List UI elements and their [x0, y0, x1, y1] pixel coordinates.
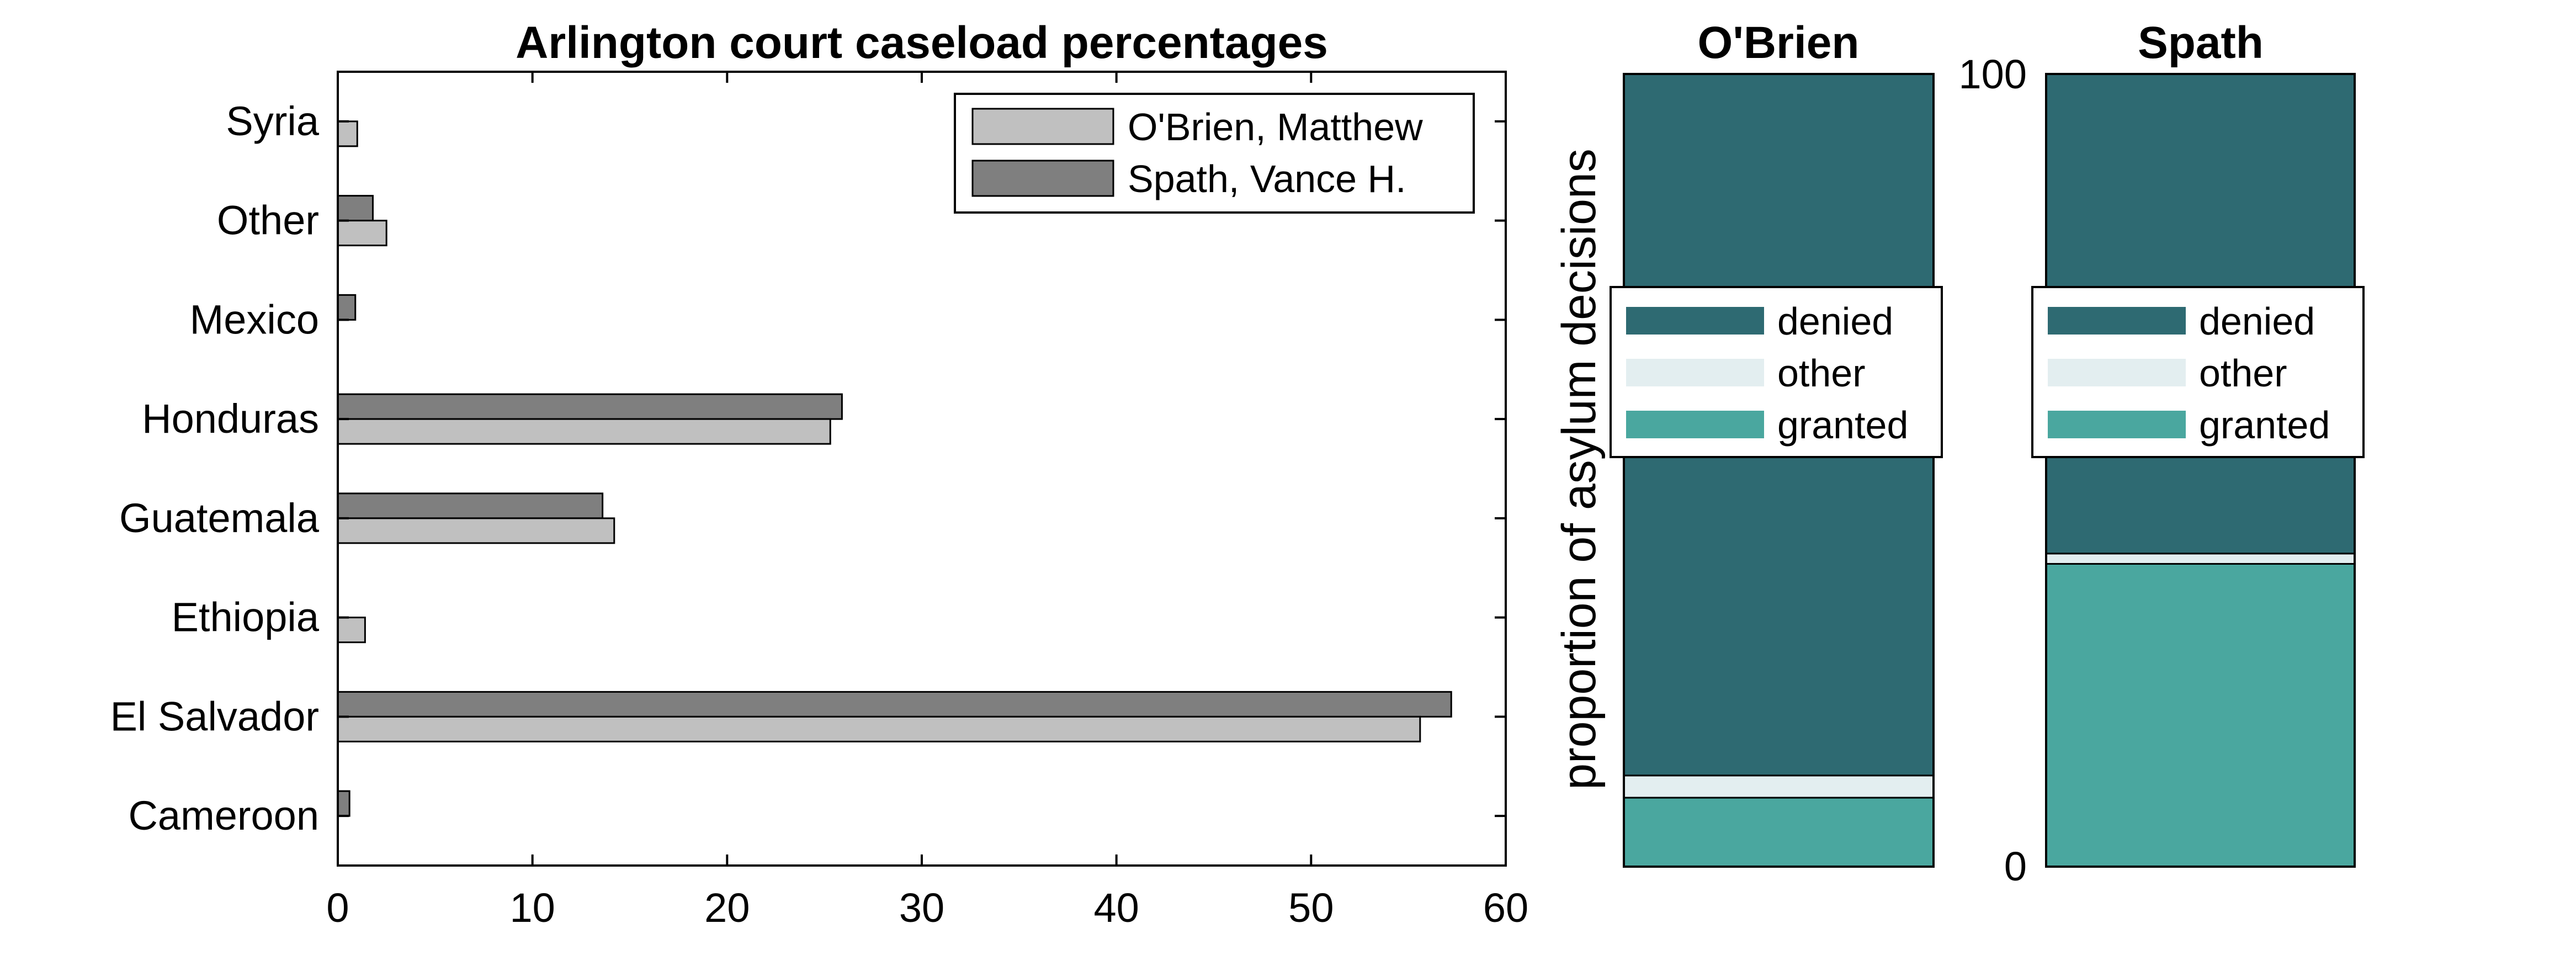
category-label: Other [217, 198, 319, 243]
x-tick-label: 60 [1483, 885, 1528, 931]
hbar-ticks: Cameroon El Salvador Ethiopia Guatemala Hond… [110, 72, 1528, 931]
bar-spath [337, 492, 604, 519]
spath-ytick-100: 100 [1959, 51, 2027, 97]
obrien-legend-granted: granted [1777, 404, 1908, 447]
spath-legend-other: other [2199, 352, 2287, 395]
obrien-stacked-chart: O'Brien proportion of asylum decisions d… [1553, 18, 1943, 868]
obrien-swatch-granted [1626, 411, 1764, 438]
spath-segment-other [2045, 553, 2356, 565]
bar-spath [337, 294, 357, 321]
obrien-legend-other: other [1777, 352, 1866, 395]
spath-legend-granted: granted [2199, 404, 2330, 447]
x-tick-label: 20 [704, 885, 750, 931]
legend-swatch-spath [971, 160, 1114, 197]
category-label: El Salvador [110, 693, 319, 739]
obrien-title: O'Brien [1698, 18, 1860, 68]
category-label: Cameroon [128, 793, 319, 838]
spath-segments [2045, 73, 2356, 868]
bar-obrien [337, 418, 831, 445]
legend-label-spath: Spath, Vance H. [1128, 157, 1406, 200]
chart-title: Arlington court caseload percentages [516, 18, 1328, 68]
bar-obrien [337, 220, 387, 247]
bar-spath [337, 790, 350, 817]
bar-obrien [337, 120, 358, 147]
bar-spath [337, 393, 843, 420]
x-tick-label: 0 [326, 885, 349, 931]
y-axis-label: proportion of asylum decisions [1553, 148, 1606, 790]
obrien-segment-granted [1623, 797, 1935, 868]
hbar-bars [337, 120, 1452, 817]
obrien-segment-other [1623, 774, 1935, 799]
bar-obrien [337, 517, 615, 544]
category-label: Guatemala [119, 495, 320, 541]
spath-swatch-granted [2048, 411, 2186, 438]
spath-ytick-0: 0 [2004, 843, 2027, 889]
legend-label-obrien: O'Brien, Matthew [1128, 105, 1423, 148]
spath-stacked-chart: Spath 100 0 denied other granted [1959, 18, 2365, 889]
bar-obrien [337, 617, 366, 644]
category-label: Ethiopia [172, 595, 320, 640]
category-label: Honduras [142, 396, 319, 442]
hbar-axes-box [337, 71, 1507, 867]
legend-swatch-obrien [971, 108, 1114, 145]
legend: O'Brien, Matthew Spath, Vance H. [954, 93, 1475, 214]
obrien-axes-box [1623, 73, 1935, 868]
bar-obrien [337, 715, 1421, 742]
obrien-swatch-denied [1626, 307, 1764, 335]
spath-segment-granted [2045, 562, 2356, 868]
spath-legend-denied: denied [2199, 300, 2315, 343]
obrien-legend-denied: denied [1777, 300, 1893, 343]
obrien-swatch-other [1626, 359, 1764, 386]
obrien-segments [1623, 73, 1935, 868]
obrien-legend: denied other granted [1610, 286, 1943, 458]
spath-title: Spath [2138, 18, 2264, 68]
x-tick-label: 40 [1094, 885, 1139, 931]
spath-swatch-denied [2048, 307, 2186, 335]
x-tick-label: 50 [1288, 885, 1334, 931]
spath-axes-box [2045, 73, 2356, 868]
hbar-chart: Arlington court caseload percentages Cam… [110, 18, 1529, 931]
bar-spath [337, 195, 374, 222]
bar-spath [337, 691, 1452, 718]
x-tick-label: 10 [510, 885, 555, 931]
category-label: Syria [226, 98, 319, 144]
category-label: Mexico [190, 296, 319, 342]
x-tick-label: 30 [899, 885, 944, 931]
spath-legend: denied other granted [2031, 286, 2365, 458]
spath-swatch-other [2048, 359, 2186, 386]
